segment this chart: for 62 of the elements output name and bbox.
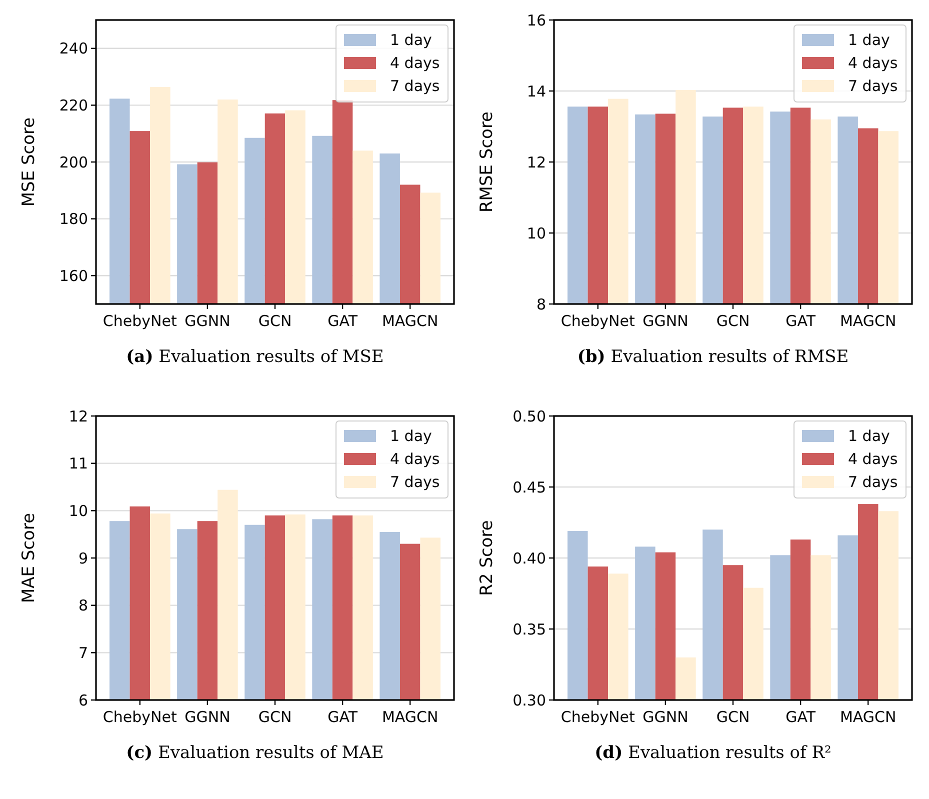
legend-label: 7 days (848, 77, 898, 95)
y-tick-label: 8 (536, 295, 546, 314)
y-tick-label: 11 (68, 454, 88, 473)
x-tick-label: GAT (786, 312, 816, 330)
y-tick-label: 8 (78, 596, 88, 615)
legend-label: 4 days (848, 54, 898, 72)
x-tick-label: GAT (786, 708, 816, 726)
y-tick-label: 16 (526, 11, 546, 30)
x-tick-label: GGNN (642, 708, 688, 726)
y-tick-label: 14 (526, 82, 546, 100)
legend-label: 7 days (848, 473, 898, 491)
legend-label: 4 days (390, 450, 440, 468)
x-tick-label: GGNN (184, 708, 230, 726)
y-tick-label: 6 (78, 691, 88, 710)
y-axis-title: MAE Score (19, 512, 39, 604)
y-tick-label: 7 (78, 644, 88, 662)
x-tick-label: GCN (258, 312, 292, 330)
legend-label: 7 days (390, 473, 440, 491)
y-tick-label: 0.35 (512, 620, 546, 638)
y-axis-title: MSE Score (19, 117, 39, 207)
x-tick-label: GCN (716, 708, 750, 726)
text: (c) Evaluation results of MAE (126, 743, 384, 763)
y-tick-label: 220 (59, 96, 88, 114)
y-tick-label: 180 (59, 210, 88, 228)
legend-label: 4 days (390, 54, 440, 72)
legend-label: 7 days (390, 77, 440, 95)
legend-label: 1 day (848, 427, 890, 445)
x-tick-label: ChebyNet (560, 708, 635, 726)
y-tick-label: 0.50 (512, 407, 546, 426)
x-tick-label: ChebyNet (560, 312, 635, 330)
x-tick-label: MAGCN (840, 708, 896, 726)
y-tick-label: 9 (78, 549, 88, 568)
y-tick-label: 160 (59, 266, 88, 285)
y-tick-label: 0.30 (512, 691, 546, 710)
x-tick-label: ChebyNet (102, 708, 177, 726)
x-tick-label: ChebyNet (102, 312, 177, 330)
legend-label: 1 day (390, 427, 432, 445)
x-tick-label: MAGCN (382, 708, 438, 726)
x-tick-label: GGNN (642, 312, 688, 330)
y-tick-label: 0.45 (512, 478, 546, 496)
legend-label: 1 day (390, 31, 432, 49)
x-tick-label: GCN (258, 708, 292, 726)
legend-label: 1 day (848, 31, 890, 49)
x-tick-label: MAGCN (382, 312, 438, 330)
x-tick-label: GGNN (184, 312, 230, 330)
text: (a) Evaluation results of MSE (126, 347, 384, 367)
x-tick-label: GAT (328, 312, 358, 330)
y-tick-label: 10 (68, 502, 88, 520)
text: (d) Evaluation results of R² (594, 743, 832, 763)
text: (b) Evaluation results of RMSE (577, 347, 849, 367)
y-tick-label: 200 (59, 153, 88, 172)
y-axis-title: R2 Score (477, 520, 497, 596)
y-axis-title: RMSE Score (477, 111, 497, 213)
y-tick-label: 12 (68, 407, 88, 426)
y-tick-label: 12 (526, 153, 546, 172)
legend-label: 4 days (848, 450, 898, 468)
y-tick-label: 240 (59, 40, 88, 58)
y-tick-label: 0.40 (512, 549, 546, 568)
x-tick-label: GAT (328, 708, 358, 726)
x-tick-label: GCN (716, 312, 750, 330)
x-tick-label: MAGCN (840, 312, 896, 330)
y-tick-label: 10 (526, 224, 546, 242)
